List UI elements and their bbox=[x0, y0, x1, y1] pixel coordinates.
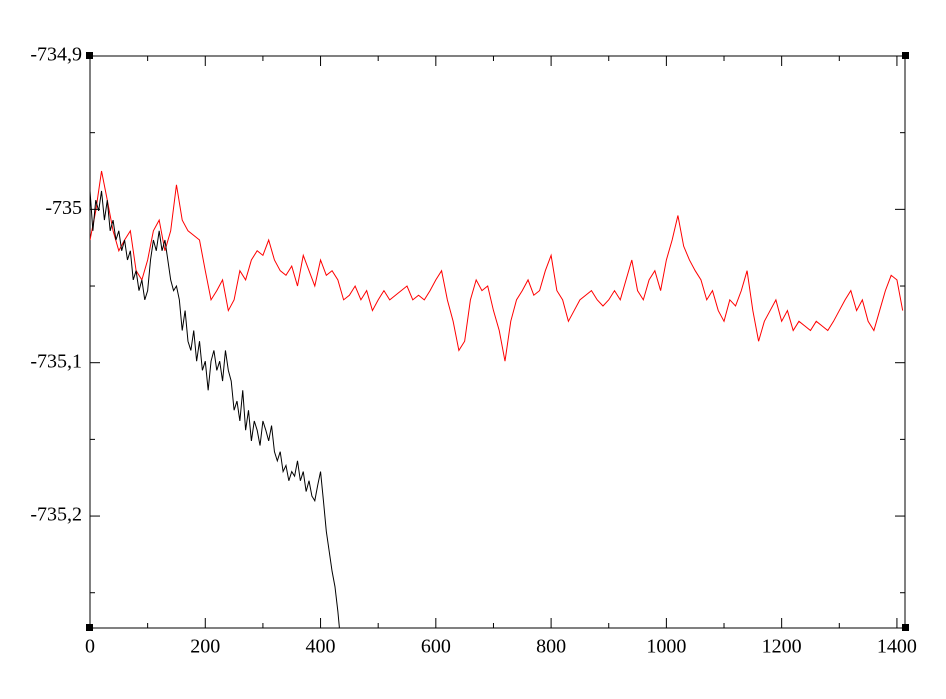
corner-handle bbox=[86, 52, 93, 59]
x-tick-label: 0 bbox=[85, 636, 95, 658]
plot-frame bbox=[89, 55, 906, 629]
series-line bbox=[90, 170, 904, 362]
plot-area bbox=[90, 170, 904, 628]
x-tick-label: 600 bbox=[421, 636, 451, 658]
y-tick-label: -735,2 bbox=[30, 504, 82, 526]
x-tick-label: 800 bbox=[536, 636, 566, 658]
corner-handle bbox=[902, 52, 909, 59]
y-tick-label: -734,9 bbox=[30, 44, 82, 66]
series-line bbox=[90, 190, 340, 628]
x-tick-label: 1200 bbox=[762, 636, 802, 658]
y-tick-label: -735 bbox=[45, 197, 82, 219]
x-tick-label: 400 bbox=[306, 636, 336, 658]
corner-handle bbox=[902, 624, 909, 631]
y-tick-label: -735,1 bbox=[30, 350, 82, 372]
x-tick-label: 1400 bbox=[877, 636, 917, 658]
x-tick-label: 200 bbox=[190, 636, 220, 658]
x-tick-label: 1000 bbox=[646, 636, 686, 658]
